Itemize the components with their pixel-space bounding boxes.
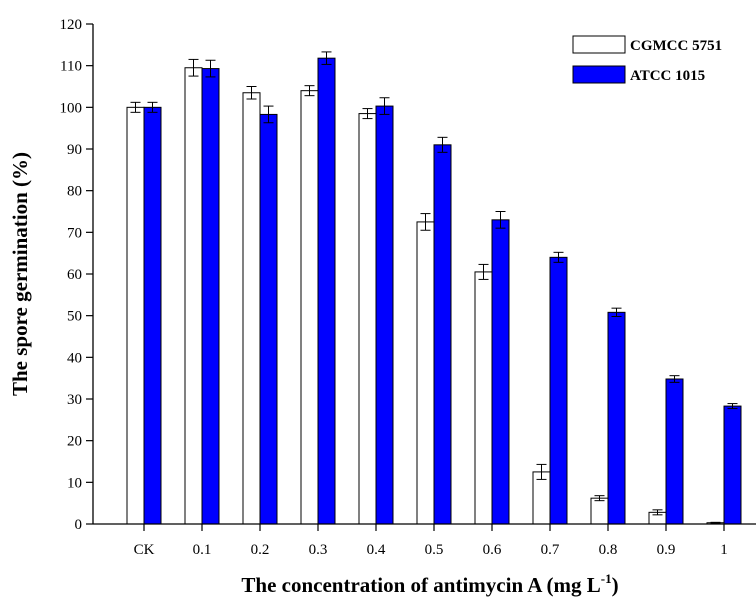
bar-cgmcc-5751 [126,106,145,525]
y-tick-label: 10 [67,475,82,491]
error-bar [263,105,274,124]
error-bar [130,101,141,113]
error-bar [147,101,158,113]
bar-atcc-1015 [607,311,626,525]
bar-cgmcc-5751 [300,90,319,525]
y-tick-label: 80 [67,184,82,200]
legend-label-cgmcc-5751: CGMCC 5751 [630,38,722,54]
error-bar [321,51,332,65]
bar-cgmcc-5751 [184,67,203,525]
x-axis-title-main: The concentration of antimycin A (mg L [241,573,600,597]
x-tick-label: 0.1 [193,542,212,558]
bar-cgmcc-5751 [416,221,435,525]
x-tick-label: 0.6 [483,542,502,558]
x-tick-label: 1 [720,542,728,558]
bar-cgmcc-5751 [590,497,609,525]
y-tick-label: 60 [67,267,82,283]
error-bar [205,59,216,78]
error-bar [304,85,315,97]
bar-atcc-1015 [317,57,336,525]
x-tick-label: 0.9 [657,542,676,558]
bar-cgmcc-5751 [474,271,493,525]
error-bar [594,495,605,502]
y-axis-ticks: 0 10 20 30 40 50 60 70 80 90 100 110 120 [60,17,93,533]
y-tick-label: 70 [67,225,82,241]
error-bars [130,51,738,524]
error-bar [536,463,547,480]
y-tick-label: 30 [67,392,82,408]
x-axis-ticks: CK0.10.20.30.40.50.60.70.80.911.1 [134,524,728,558]
y-tick-label: 0 [75,517,83,533]
y-tick-label: 110 [60,59,82,75]
y-tick-label: 20 [67,434,82,450]
bar-atcc-1015 [259,113,278,525]
error-bar [611,307,622,317]
error-bar [437,136,448,153]
error-bar [379,97,390,115]
bar-atcc-1015 [433,144,452,525]
x-tick-label: 0.4 [367,542,386,558]
y-tick-label: 90 [67,142,82,158]
error-bar [727,403,738,410]
x-tick-label: 0.7 [541,542,560,558]
x-axis-title: The concentration of antimycin A (mg L-1… [241,571,618,597]
bar-atcc-1015 [723,405,742,525]
error-bar [420,213,431,231]
x-tick-label: 0.5 [425,542,444,558]
error-bar [652,509,663,516]
y-tick-label: 120 [60,17,83,33]
y-axis-title: The spore germination (%) [8,152,32,396]
y-tick-label: 40 [67,350,82,366]
x-axis-title-suffix: ) [612,573,619,597]
error-bar [495,211,506,229]
bar-atcc-1015 [375,105,394,525]
error-bar [710,521,721,524]
x-tick-label: 0.3 [309,542,328,558]
error-bar [188,58,199,77]
x-tick-label: CK [134,542,155,558]
x-axis-title-superscript: -1 [601,571,612,586]
bar-atcc-1015 [143,106,162,525]
legend-swatch-cgmcc-5751 [572,35,626,54]
error-bar [478,263,489,280]
error-bar [553,251,564,263]
bar-series [126,57,742,525]
legend-swatch-atcc-1015 [572,65,626,84]
bar-cgmcc-5751 [358,113,377,525]
bar-cgmcc-5751 [242,92,261,525]
bar-atcc-1015 [201,68,220,525]
error-bar [246,86,257,100]
bar-atcc-1015 [491,219,510,525]
x-tick-label: 0.8 [599,542,618,558]
legend-label-atcc-1015: ATCC 1015 [630,68,705,84]
bar-atcc-1015 [665,378,684,525]
error-bar [362,108,373,120]
bar-atcc-1015 [549,256,568,525]
error-bar [669,375,680,383]
y-tick-label: 50 [67,309,82,325]
y-tick-label: 100 [60,100,83,116]
legend: CGMCC 5751 ATCC 1015 [572,35,722,84]
x-tick-label: 0.2 [251,542,270,558]
